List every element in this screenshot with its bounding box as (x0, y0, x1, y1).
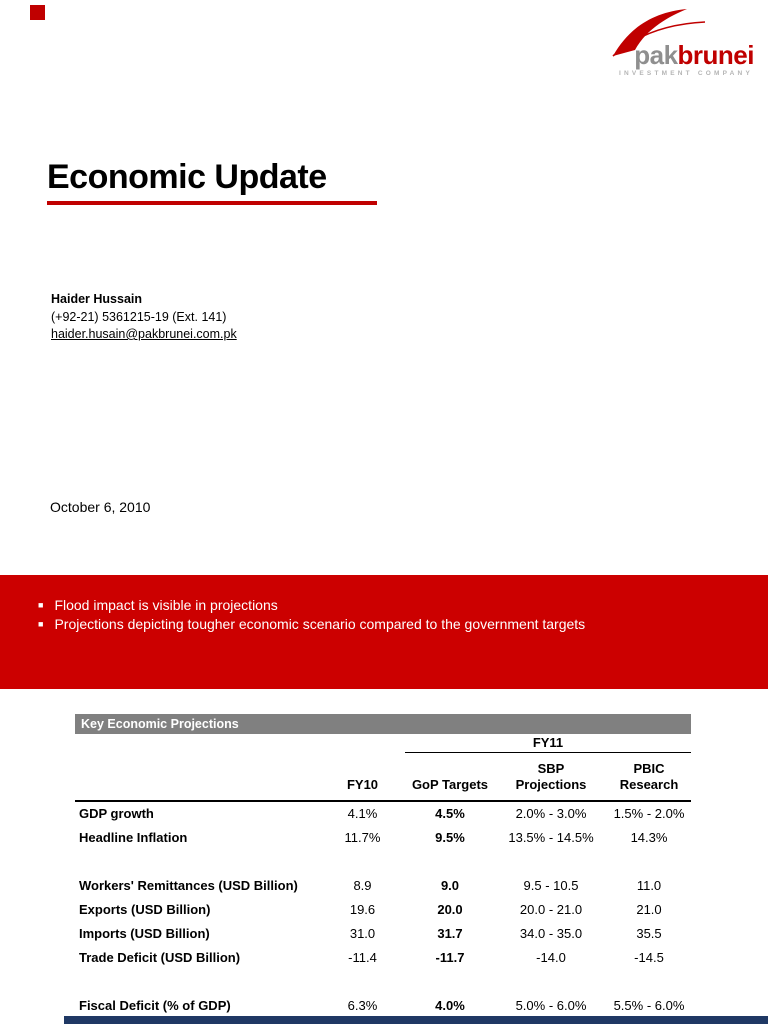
cell-label: GDP growth (79, 806, 154, 821)
contact-email-link[interactable]: haider.husain@pakbrunei.com.pk (51, 327, 237, 341)
bullet-square-icon: ■ (38, 619, 44, 629)
cell-pbic: 35.5 (636, 926, 662, 941)
cell-pbic: 21.0 (636, 902, 662, 917)
table-row: Workers' Remittances (USD Billion) 8.9 9.0… (75, 874, 691, 898)
table-title-bar: Key Economic Projections (75, 714, 691, 734)
cell-gop: 20.0 (437, 902, 463, 917)
table-row: GDP growth 4.1% 4.5% 2.0% - 3.0% 1.5% - 2.0% (75, 802, 691, 826)
cell-gop: 4.5% (435, 806, 465, 821)
cell-fy10: 11.7% (344, 830, 381, 845)
cell-gop: 9.5% (435, 830, 465, 845)
cell-label: Headline Inflation (79, 830, 188, 845)
table-row: Exports (USD Billion) 19.6 20.0 20.0 - 21.0… (75, 898, 691, 922)
table-row: Imports (USD Billion) 31.0 31.7 34.0 - 35.0… (75, 922, 691, 946)
cell-label: Imports (USD Billion) (79, 926, 210, 941)
key-projections-table: Key Economic Projections FY11 FY10 GoP T… (75, 714, 691, 1018)
cell-fy10: -11.4 (348, 950, 377, 965)
cell-sbp: -14.0 (536, 950, 566, 965)
footer-navy-bar (64, 1016, 768, 1024)
cell-pbic: 11.0 (636, 878, 662, 893)
logo-pak-text: pak (634, 40, 678, 70)
cell-pbic: -14.5 (634, 950, 664, 965)
table-column-headers: FY10 GoP Targets SBP Projections PBIC Re… (75, 757, 691, 802)
cell-label: Workers' Remittances (USD Billion) (79, 878, 298, 893)
cell-sbp: 5.0% - 6.0% (515, 998, 587, 1013)
contact-name: Haider Hussain (51, 292, 143, 306)
cell-sbp: 9.5 - 10.5 (523, 878, 579, 893)
banner-bullet-2: ■ Projections depicting tougher economic… (38, 616, 768, 632)
cell-label: Fiscal Deficit (% of GDP) (79, 998, 231, 1013)
header-gop-targets: GoP Targets (411, 777, 489, 793)
cell-pbic: 5.5% - 6.0% (613, 998, 685, 1013)
cell-fy10: 19.6 (349, 902, 376, 917)
corner-red-square (30, 5, 45, 20)
bullet-square-icon: ■ (38, 600, 44, 610)
table-row: Trade Deficit (USD Billion) -11.4 -11.7 -14… (75, 946, 691, 970)
logo-wordmark: pakbrunei (634, 42, 754, 68)
cell-pbic: 1.5% - 2.0% (613, 806, 685, 821)
table-row: Fiscal Deficit (% of GDP) 6.3% 4.0% 5.0% - … (75, 994, 691, 1018)
banner-bullet-1: ■ Flood impact is visible in projections (38, 597, 768, 613)
logo-swoosh-icon (612, 9, 706, 57)
contact-block: Haider Hussain (+92-21) 5361215-19 (Ext.… (51, 291, 237, 344)
banner-bullet-2-text: Projections depicting tougher economic s… (54, 616, 586, 632)
banner-bullet-1-text: Flood impact is visible in projections (54, 597, 278, 613)
table-spacer-row (75, 850, 691, 874)
cell-fy10: 6.3% (347, 998, 378, 1013)
table-group-header-row: FY11 (75, 735, 691, 757)
highlights-banner: ■ Flood impact is visible in projections… (0, 575, 768, 689)
cell-fy10: 8.9 (353, 878, 372, 893)
header-fy10: FY10 (346, 777, 379, 793)
pakbrunei-logo: pakbrunei INVESTMENT COMPANY (575, 6, 760, 86)
cell-fy10: 4.1% (347, 806, 378, 821)
logo-tagline: INVESTMENT COMPANY (618, 70, 753, 77)
cell-sbp: 34.0 - 35.0 (519, 926, 583, 941)
cell-gop: 9.0 (440, 878, 460, 893)
group-header-fy11: FY11 (405, 735, 691, 753)
cell-pbic: 14.3% (630, 830, 668, 845)
cell-sbp: 20.0 - 21.0 (519, 902, 583, 917)
header-sbp-projections: SBP Projections (515, 761, 587, 793)
date-line: October 6, 2010 (50, 499, 151, 515)
cell-gop: 31.7 (437, 926, 463, 941)
contact-phone: (+92-21) 5361215-19 (Ext. 141) (51, 309, 227, 324)
cell-gop: 4.0% (435, 998, 465, 1013)
logo-brunei-text: brunei (677, 40, 755, 70)
cell-label: Exports (USD Billion) (79, 902, 211, 917)
page-title: Economic Update (47, 158, 327, 196)
cell-fy10: 31.0 (349, 926, 376, 941)
cell-gop: -11.7 (435, 950, 465, 965)
table-spacer-row (75, 970, 691, 994)
header-pbic-research: PBIC Research (619, 761, 679, 793)
title-underline-rule (47, 201, 377, 205)
table-body: GDP growth 4.1% 4.5% 2.0% - 3.0% 1.5% - 2.0%… (75, 802, 691, 1018)
table-row: Headline Inflation 11.7% 9.5% 13.5% - 14.5%… (75, 826, 691, 850)
cell-sbp: 13.5% - 14.5% (508, 830, 594, 845)
cell-sbp: 2.0% - 3.0% (515, 806, 587, 821)
cell-label: Trade Deficit (USD Billion) (79, 950, 241, 965)
